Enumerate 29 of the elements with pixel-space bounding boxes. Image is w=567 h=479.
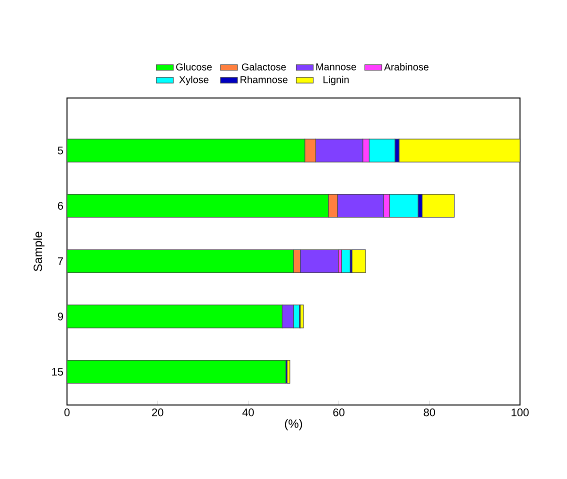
bar [67, 360, 286, 384]
legend-label: Arabinose [384, 63, 428, 70]
bar [352, 249, 366, 273]
x-tick-label: 80 [424, 408, 436, 416]
x-tick-label: 20 [152, 408, 164, 416]
legend-label: Glucose [176, 63, 212, 70]
bar [341, 249, 350, 273]
x-tick-label: 0 [64, 408, 70, 416]
x-tick-label: 100 [512, 408, 529, 416]
bar [67, 194, 329, 218]
x-axis-title: (%) [284, 419, 302, 430]
legend-label: Xylose [179, 76, 208, 86]
bar [422, 194, 455, 218]
y-tick-label: 7 [58, 257, 63, 265]
bar [67, 138, 306, 162]
y-tick-label: 5 [58, 146, 64, 154]
bar [67, 249, 294, 273]
legend-label: Mannose [316, 63, 356, 70]
bar [398, 138, 520, 162]
y-axis-title: Sample [33, 232, 44, 272]
x-tick-label: 40 [242, 408, 254, 416]
x-tick-label: 60 [333, 408, 344, 416]
legend-label: Rhamnose [240, 76, 288, 84]
y-tick-label: 6 [58, 202, 63, 210]
bar [67, 304, 282, 328]
legend-label: Lignin [324, 76, 349, 86]
legend-label: Galactose [242, 63, 286, 70]
y-tick-label: 9 [58, 312, 63, 320]
y-tick-label: 15 [52, 368, 64, 376]
